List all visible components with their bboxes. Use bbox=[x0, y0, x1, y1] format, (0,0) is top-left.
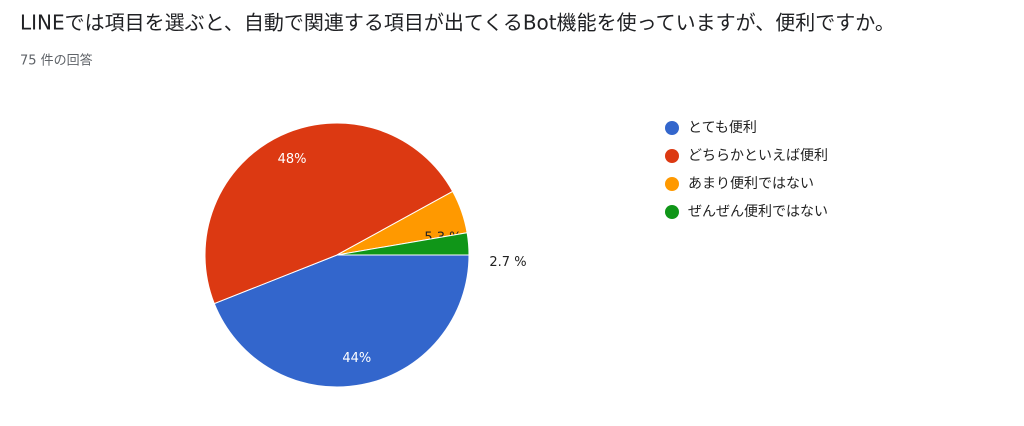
legend-swatch bbox=[665, 205, 679, 219]
legend-label: とても便利 bbox=[688, 120, 757, 136]
pie-slice bbox=[336, 232, 470, 256]
legend-label: どちらかといえば便利 bbox=[688, 148, 828, 164]
chart-subtitle: 75 件の回答 bbox=[20, 53, 93, 69]
legend-label: ぜんぜん便利ではない bbox=[688, 204, 828, 220]
legend-swatch bbox=[665, 149, 679, 163]
data-label: 48% bbox=[278, 152, 307, 167]
chart-title: LINEでは項目を選ぶと、自動で関連する項目が出てくるBot機能を使っていますが… bbox=[20, 11, 895, 35]
pie-slice bbox=[213, 254, 470, 388]
legend-swatch bbox=[665, 121, 679, 135]
data-label: 2.7 % bbox=[489, 255, 526, 270]
pie-slice bbox=[204, 122, 454, 305]
legend-swatch bbox=[665, 177, 679, 191]
data-label: 44% bbox=[342, 351, 371, 366]
legend-label: あまり便利ではない bbox=[688, 176, 814, 192]
